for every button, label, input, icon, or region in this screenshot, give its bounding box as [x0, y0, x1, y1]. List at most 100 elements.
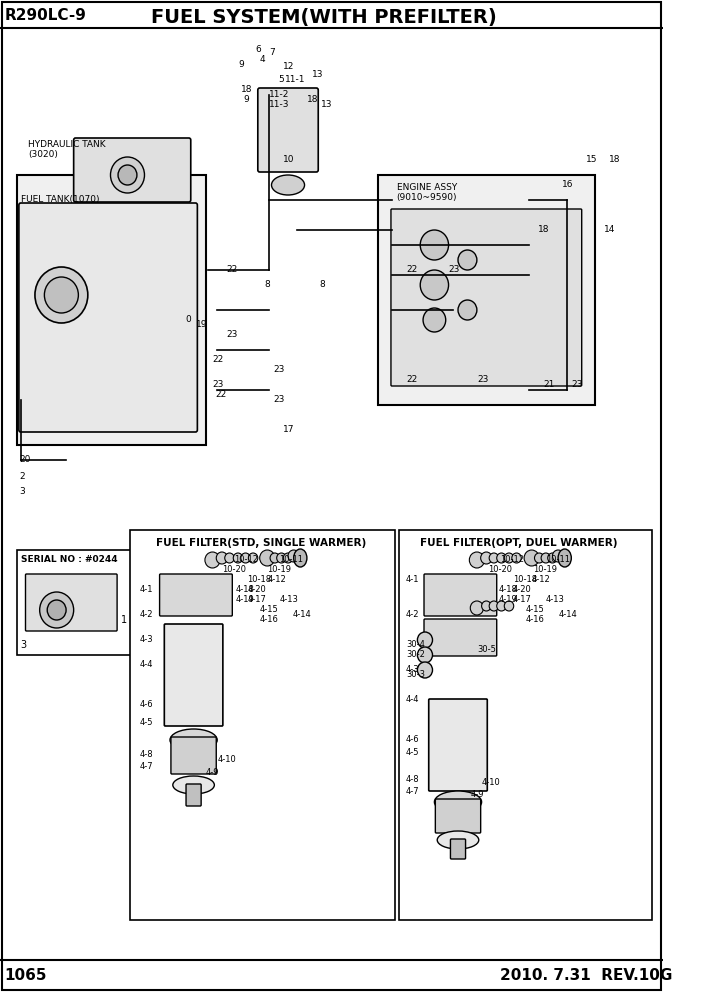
- Text: 11-2: 11-2: [269, 90, 289, 99]
- Ellipse shape: [435, 791, 482, 813]
- FancyBboxPatch shape: [171, 737, 216, 774]
- Circle shape: [512, 553, 522, 563]
- Text: 11-1: 11-1: [285, 75, 305, 84]
- Text: 4-13: 4-13: [546, 595, 564, 604]
- Circle shape: [420, 230, 449, 260]
- Ellipse shape: [173, 776, 214, 794]
- Text: 1065: 1065: [5, 968, 47, 983]
- Circle shape: [489, 601, 498, 611]
- Text: 4-6: 4-6: [406, 735, 420, 744]
- Text: 4-9: 4-9: [470, 790, 484, 799]
- Text: 18: 18: [241, 85, 252, 94]
- Text: 4-4: 4-4: [140, 660, 153, 669]
- Text: 4-10: 4-10: [482, 778, 501, 787]
- Text: 10-19: 10-19: [267, 565, 291, 574]
- Text: 4-7: 4-7: [140, 762, 153, 771]
- Text: SERIAL NO : #0244: SERIAL NO : #0244: [21, 555, 117, 564]
- Text: 4-16: 4-16: [526, 615, 545, 624]
- Ellipse shape: [170, 729, 217, 751]
- Text: 20: 20: [19, 455, 30, 464]
- Circle shape: [418, 632, 432, 648]
- Text: 4-10: 4-10: [217, 755, 236, 764]
- Text: 17: 17: [284, 425, 295, 434]
- Text: 4-20: 4-20: [512, 585, 531, 594]
- Text: 30-5: 30-5: [477, 645, 496, 654]
- Circle shape: [458, 250, 477, 270]
- Text: 30-4: 30-4: [406, 640, 425, 649]
- Circle shape: [225, 553, 234, 563]
- Text: 4-19: 4-19: [498, 595, 517, 604]
- Text: 18: 18: [609, 155, 621, 164]
- Text: 4-1: 4-1: [140, 585, 153, 594]
- Text: 10-19: 10-19: [534, 565, 557, 574]
- Circle shape: [35, 267, 88, 323]
- Text: 4-17: 4-17: [247, 595, 266, 604]
- Text: 23: 23: [571, 380, 583, 389]
- Circle shape: [481, 552, 492, 564]
- Text: (3020): (3020): [28, 150, 58, 159]
- Text: 4-4: 4-4: [406, 695, 420, 704]
- Circle shape: [39, 592, 74, 628]
- Text: FUEL SYSTEM(WITH PREFILTER): FUEL SYSTEM(WITH PREFILTER): [151, 8, 497, 27]
- Text: 10: 10: [284, 155, 295, 164]
- Text: 4-18: 4-18: [498, 585, 517, 594]
- Text: 11-3: 11-3: [269, 100, 290, 109]
- Ellipse shape: [437, 831, 479, 849]
- Text: 4-12: 4-12: [531, 575, 550, 584]
- Circle shape: [118, 165, 137, 185]
- FancyBboxPatch shape: [19, 203, 197, 432]
- Text: 22: 22: [227, 265, 238, 274]
- Circle shape: [458, 300, 477, 320]
- Text: 10-20: 10-20: [222, 565, 246, 574]
- Text: 4-17: 4-17: [512, 595, 531, 604]
- Text: 4-14: 4-14: [293, 610, 312, 619]
- Circle shape: [288, 550, 299, 562]
- FancyBboxPatch shape: [186, 784, 201, 806]
- Text: 23: 23: [274, 395, 285, 404]
- Circle shape: [548, 553, 557, 563]
- Circle shape: [482, 601, 491, 611]
- Bar: [131, 530, 395, 920]
- Text: 13: 13: [312, 70, 323, 79]
- Text: 4-13: 4-13: [279, 595, 298, 604]
- Text: 4: 4: [260, 55, 265, 64]
- Text: 22: 22: [406, 375, 417, 384]
- Text: 18: 18: [538, 225, 550, 234]
- Text: 4-20: 4-20: [247, 585, 266, 594]
- Text: 4-2: 4-2: [140, 610, 153, 619]
- Circle shape: [552, 550, 564, 562]
- Text: 22: 22: [216, 390, 227, 399]
- Circle shape: [241, 553, 250, 563]
- Text: 2: 2: [19, 472, 25, 481]
- Circle shape: [541, 553, 550, 563]
- Text: 9: 9: [244, 95, 249, 104]
- Circle shape: [44, 277, 79, 313]
- Text: 4-12: 4-12: [267, 575, 286, 584]
- Text: 4-5: 4-5: [406, 748, 420, 757]
- Circle shape: [420, 270, 449, 300]
- FancyBboxPatch shape: [164, 624, 223, 726]
- Text: 2010. 7.31  REV.10G: 2010. 7.31 REV.10G: [501, 968, 673, 983]
- Circle shape: [470, 552, 484, 568]
- Ellipse shape: [272, 175, 305, 195]
- Text: 23: 23: [449, 265, 460, 274]
- Text: 4-15: 4-15: [260, 605, 279, 614]
- Text: 9: 9: [238, 60, 244, 69]
- Bar: [378, 175, 595, 405]
- Circle shape: [423, 308, 446, 332]
- Text: 7: 7: [269, 48, 275, 57]
- Text: 23: 23: [477, 375, 489, 384]
- Text: 10-18: 10-18: [247, 575, 272, 584]
- Circle shape: [47, 600, 66, 620]
- Text: 23: 23: [274, 365, 285, 374]
- FancyBboxPatch shape: [429, 699, 487, 791]
- Text: 23: 23: [227, 330, 238, 339]
- Circle shape: [277, 553, 286, 563]
- Text: 3: 3: [21, 640, 27, 650]
- Text: 4-16: 4-16: [260, 615, 279, 624]
- Circle shape: [110, 157, 145, 193]
- Bar: [17, 175, 206, 445]
- Text: 0: 0: [185, 315, 191, 324]
- Text: 4-14: 4-14: [559, 610, 578, 619]
- Text: HYDRAULIC TANK: HYDRAULIC TANK: [28, 140, 106, 149]
